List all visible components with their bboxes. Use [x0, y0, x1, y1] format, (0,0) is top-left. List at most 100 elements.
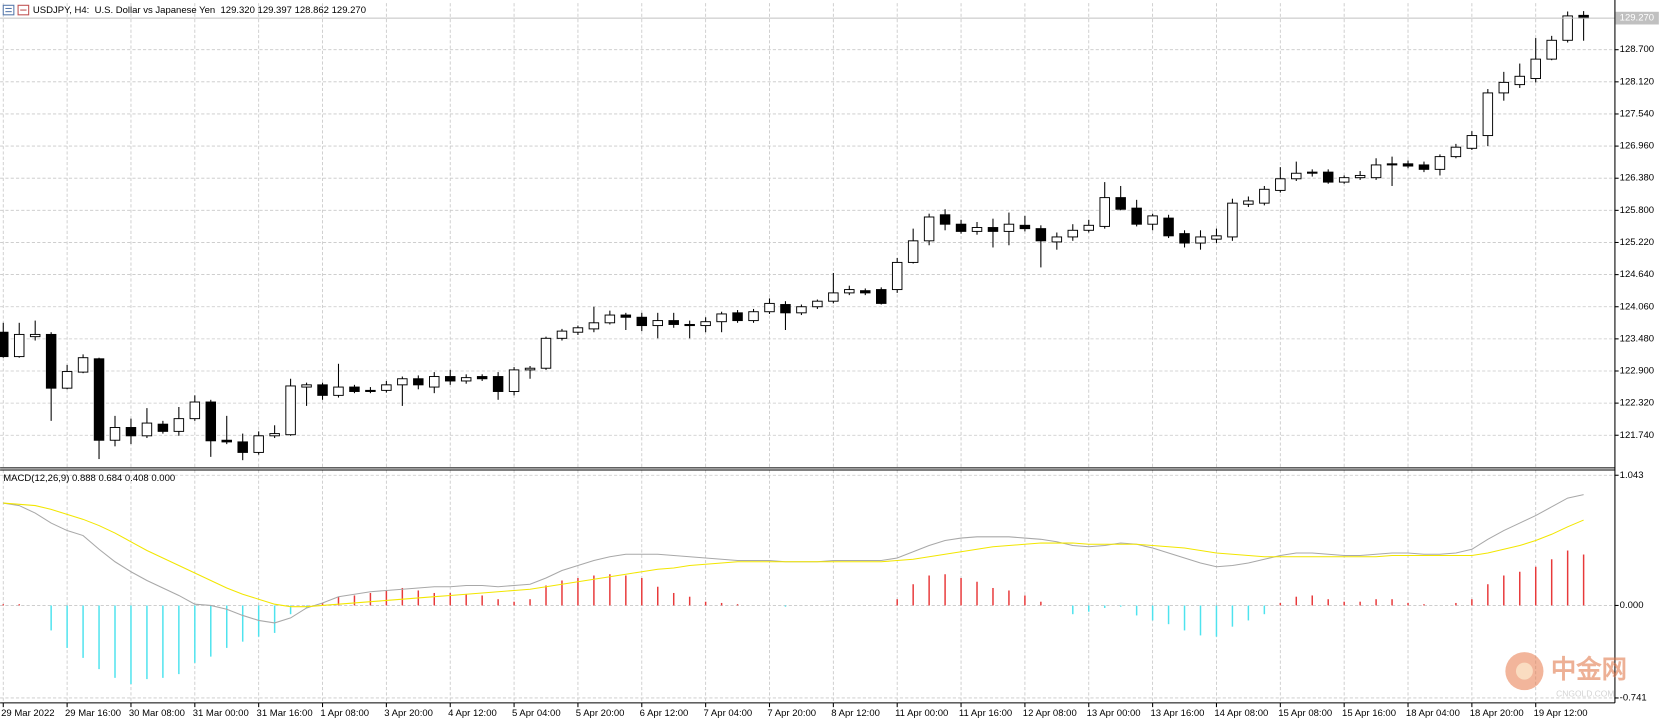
candle-body	[620, 314, 632, 318]
candle-body	[157, 423, 169, 432]
candle-body	[173, 418, 185, 432]
symbol-icon	[2, 4, 30, 16]
candle-body	[1083, 224, 1094, 231]
x-tick-label: 5 Apr 04:00	[512, 708, 561, 719]
x-tick-label: 31 Mar 00:00	[193, 708, 249, 719]
y-tick-label: 128.700	[1620, 44, 1654, 55]
candle-body	[333, 386, 344, 396]
candle-body	[476, 376, 488, 380]
y-tick-label: 122.320	[1620, 398, 1654, 409]
candle-body	[572, 327, 584, 333]
x-tick-label: 7 Apr 20:00	[767, 708, 816, 719]
indicator-line	[3, 502, 1584, 608]
candle-body	[1131, 207, 1142, 225]
candle-body	[77, 357, 89, 373]
candle-body	[764, 302, 775, 313]
candle-body	[1195, 236, 1206, 244]
x-tick-label: 29 Mar 16:00	[65, 708, 121, 719]
candle-body	[1338, 177, 1350, 183]
candle-body	[1179, 233, 1190, 244]
candle-body	[556, 330, 568, 339]
candle-body	[397, 378, 408, 386]
x-tick-label: 15 Apr 08:00	[1278, 708, 1332, 719]
y-tick-label: 1.043	[1620, 470, 1644, 481]
y-tick-label: -0.741	[1620, 692, 1647, 703]
candle-body	[604, 314, 616, 324]
x-tick-label: 14 Apr 08:00	[1214, 708, 1268, 719]
x-tick-label: 13 Apr 00:00	[1087, 708, 1141, 719]
candle-body	[1498, 81, 1510, 94]
x-tick-label: 18 Apr 04:00	[1406, 708, 1460, 719]
candle-body	[45, 333, 57, 389]
candle-body	[109, 427, 121, 441]
candle-body	[1275, 178, 1286, 191]
candle-body	[875, 289, 887, 304]
candle-body	[636, 316, 648, 327]
x-tick-label: 5 Apr 20:00	[576, 708, 625, 719]
candle-body	[652, 320, 663, 327]
candle-body	[253, 435, 264, 453]
candle-body	[1227, 202, 1238, 238]
y-tick-label: 127.540	[1620, 108, 1654, 119]
candle-body	[1434, 156, 1446, 170]
candle-body	[955, 223, 967, 232]
y-tick-label: 125.220	[1620, 237, 1654, 248]
candle-body	[205, 401, 217, 442]
y-tick-label: 124.060	[1620, 301, 1654, 312]
candle-body	[189, 401, 201, 420]
y-tick-label: 126.380	[1620, 173, 1654, 184]
candle-body	[221, 439, 232, 443]
candle-body	[1402, 163, 1414, 167]
candle-body	[1243, 200, 1254, 205]
candle-body	[237, 441, 248, 453]
candle-body	[429, 376, 440, 388]
candle-body	[1163, 217, 1174, 237]
x-tick-label: 1 Apr 08:00	[320, 708, 369, 719]
candle-body	[1370, 164, 1382, 179]
candle-body	[508, 369, 520, 392]
candle-body	[748, 311, 759, 322]
candle-body	[684, 323, 695, 327]
y-tick-label: 128.120	[1620, 76, 1654, 87]
current-price-label: 129.270	[1620, 13, 1654, 24]
candle-body	[1115, 197, 1126, 210]
x-tick-label: 3 Apr 20:00	[384, 708, 433, 719]
candle-body	[828, 292, 839, 302]
candle-body	[141, 422, 153, 437]
y-tick-label: 121.740	[1620, 430, 1654, 441]
candle-body	[1466, 135, 1478, 149]
x-tick-label: 11 Apr 00:00	[895, 708, 948, 719]
x-tick-label: 19 Apr 12:00	[1534, 708, 1588, 719]
x-tick-label: 4 Apr 12:00	[448, 708, 497, 719]
current-price-box	[1615, 11, 1659, 25]
candle-body	[285, 385, 296, 436]
y-tick-label: 126.960	[1620, 141, 1654, 152]
candle-body	[1386, 163, 1398, 166]
candle-body	[1003, 223, 1015, 232]
candle-body	[93, 358, 105, 441]
watermark: 中金网 CNGOLD.COM	[1505, 652, 1627, 699]
candle-body	[29, 333, 41, 338]
candle-body	[1211, 235, 1222, 240]
x-tick-label: 31 Mar 16:00	[257, 708, 313, 719]
candle-body	[413, 378, 424, 386]
x-tick-label: 11 Apr 16:00	[959, 708, 1012, 719]
candle-body	[716, 313, 727, 323]
candle-body	[923, 216, 935, 242]
watermark-name: 中金网	[1551, 655, 1627, 684]
candle-body	[732, 312, 743, 322]
candle-body	[460, 377, 472, 382]
candle-body	[269, 433, 280, 437]
candle-body	[1418, 164, 1430, 170]
candle-body	[365, 389, 376, 392]
candle-body	[1530, 58, 1541, 79]
candle-body	[13, 333, 25, 358]
candle-body	[588, 322, 600, 330]
candle-body	[907, 240, 919, 263]
candle-body	[349, 386, 360, 392]
candle-body	[0, 331, 9, 358]
candle-body	[492, 376, 504, 392]
candle-body	[860, 290, 871, 294]
